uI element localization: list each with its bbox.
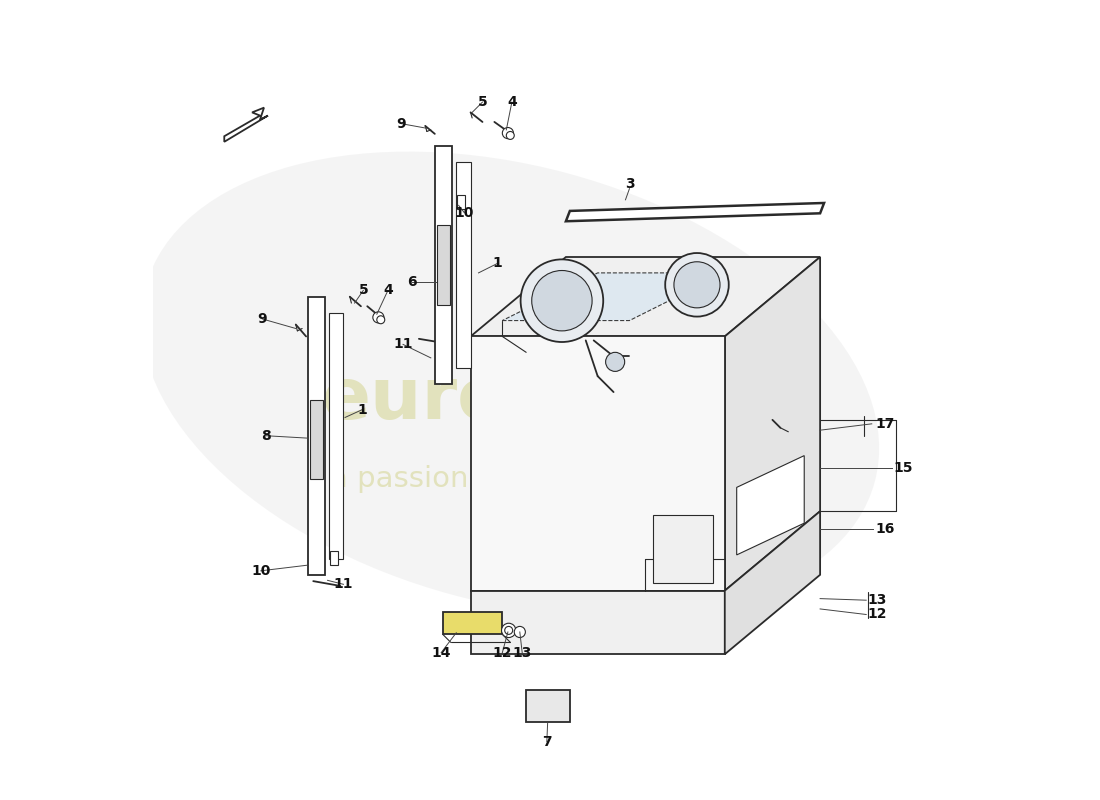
Bar <box>458 195 465 210</box>
Text: 11: 11 <box>333 578 353 591</box>
Text: 9: 9 <box>396 117 406 130</box>
Text: 4: 4 <box>507 95 517 109</box>
Text: 4: 4 <box>383 283 393 298</box>
Text: 1: 1 <box>358 402 367 417</box>
Text: 7: 7 <box>542 734 551 749</box>
Circle shape <box>505 626 513 634</box>
Text: 10: 10 <box>251 564 271 578</box>
Text: 10: 10 <box>454 206 474 219</box>
Circle shape <box>515 626 526 638</box>
Circle shape <box>377 316 385 324</box>
Circle shape <box>674 262 720 308</box>
Text: 11: 11 <box>394 338 412 351</box>
Bar <box>437 226 450 305</box>
Text: 13: 13 <box>868 594 887 607</box>
Polygon shape <box>471 590 725 654</box>
Circle shape <box>502 623 516 638</box>
Circle shape <box>531 270 592 331</box>
Bar <box>330 551 338 566</box>
Circle shape <box>606 352 625 371</box>
Polygon shape <box>725 511 821 654</box>
Text: 8: 8 <box>262 429 272 442</box>
Circle shape <box>506 131 515 139</box>
Text: a passion for parts since 1985: a passion for parts since 1985 <box>330 466 770 494</box>
Polygon shape <box>471 257 821 337</box>
Text: 6: 6 <box>407 275 417 290</box>
Bar <box>526 690 570 722</box>
Text: 13: 13 <box>513 646 532 660</box>
Polygon shape <box>565 203 824 222</box>
Text: 17: 17 <box>876 417 895 431</box>
Text: 9: 9 <box>257 312 267 326</box>
Circle shape <box>503 127 514 138</box>
Text: 1: 1 <box>493 256 503 270</box>
Polygon shape <box>224 108 268 142</box>
Bar <box>308 297 326 574</box>
Text: 16: 16 <box>876 522 895 536</box>
Bar <box>310 400 322 479</box>
Bar <box>442 612 503 634</box>
Text: 5: 5 <box>359 283 369 298</box>
Bar <box>434 146 452 384</box>
Text: 5: 5 <box>477 95 487 109</box>
Text: 12: 12 <box>868 607 887 622</box>
Polygon shape <box>503 273 725 321</box>
Polygon shape <box>725 257 821 590</box>
Circle shape <box>520 259 603 342</box>
Text: 15: 15 <box>894 461 913 474</box>
Bar <box>456 162 471 368</box>
Text: 3: 3 <box>625 177 635 191</box>
Bar <box>329 313 343 559</box>
Polygon shape <box>737 456 804 555</box>
Text: 12: 12 <box>493 646 513 660</box>
Circle shape <box>666 253 729 317</box>
Ellipse shape <box>142 151 879 617</box>
Bar <box>653 515 713 582</box>
Text: 14: 14 <box>431 646 451 660</box>
Text: eurospares: eurospares <box>321 366 779 434</box>
Polygon shape <box>471 337 725 590</box>
Circle shape <box>373 312 384 323</box>
